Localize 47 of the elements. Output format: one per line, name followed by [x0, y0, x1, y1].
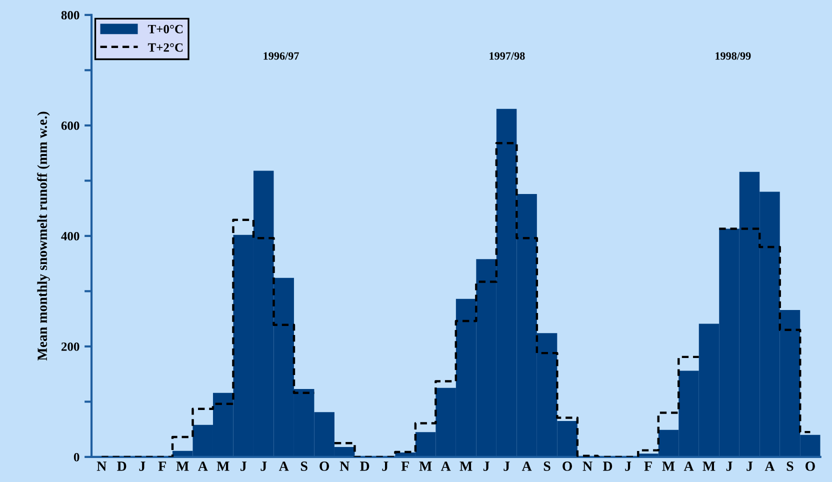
- x-tick-label: O: [562, 462, 572, 471]
- x-tick-label: D: [360, 462, 370, 471]
- annotation: 1996/97: [264, 52, 299, 60]
- x-tick-label: A: [684, 462, 694, 471]
- legend-label: T+0°C: [148, 24, 183, 34]
- x-tick-label: N: [582, 462, 592, 471]
- x-tick-label: A: [198, 462, 208, 471]
- x-tick-label: M: [419, 462, 432, 471]
- x-tick-label: A: [440, 462, 451, 471]
- x-tick-label: J: [746, 462, 753, 471]
- x-tick-label: J: [139, 462, 146, 471]
- x-tick-label: M: [216, 462, 230, 471]
- y-axis-title: Mean monthly snowmelt runoff (mm w.e.): [37, 112, 50, 360]
- y-tick-label: 400: [61, 232, 80, 240]
- x-tick-label: J: [240, 462, 246, 471]
- x-tick-label: J: [382, 462, 388, 471]
- x-tick-label: M: [662, 462, 675, 471]
- y-tick-label: 800: [61, 10, 80, 20]
- x-tick-label: A: [278, 462, 289, 471]
- x-tick-label: A: [522, 462, 532, 471]
- y-tick-label: 0: [74, 452, 80, 462]
- x-tick-label: O: [320, 462, 330, 471]
- x-tick-label: M: [176, 462, 189, 471]
- x-tick-label: F: [158, 462, 166, 471]
- x-tick-label: J: [260, 462, 267, 471]
- x-tick-label: A: [764, 462, 775, 471]
- x-tick-label: S: [300, 462, 308, 471]
- x-tick-label: D: [117, 462, 126, 471]
- y-tick-label: 600: [61, 121, 80, 130]
- x-tick-label: S: [786, 462, 794, 471]
- x-tick-label: F: [401, 462, 409, 471]
- legend-label: T+2°C: [148, 43, 183, 52]
- x-tick-label: N: [340, 462, 350, 471]
- x-tick-label: F: [644, 462, 652, 471]
- x-tick-label: J: [625, 462, 632, 471]
- x-tick-label: M: [702, 462, 716, 471]
- x-tick-label: O: [806, 462, 815, 471]
- x-tick-label: D: [603, 462, 612, 471]
- annotation: 1998/99: [716, 52, 751, 60]
- x-tick-label: J: [483, 462, 490, 471]
- y-tick-label: 200: [61, 342, 80, 351]
- x-tick-label: J: [504, 462, 510, 471]
- x-tick-label: M: [460, 462, 472, 471]
- annotation: 1997/98: [490, 52, 525, 60]
- x-tick-label: J: [726, 462, 732, 471]
- x-tick-label: S: [544, 462, 550, 471]
- x-tick-label: N: [96, 462, 106, 471]
